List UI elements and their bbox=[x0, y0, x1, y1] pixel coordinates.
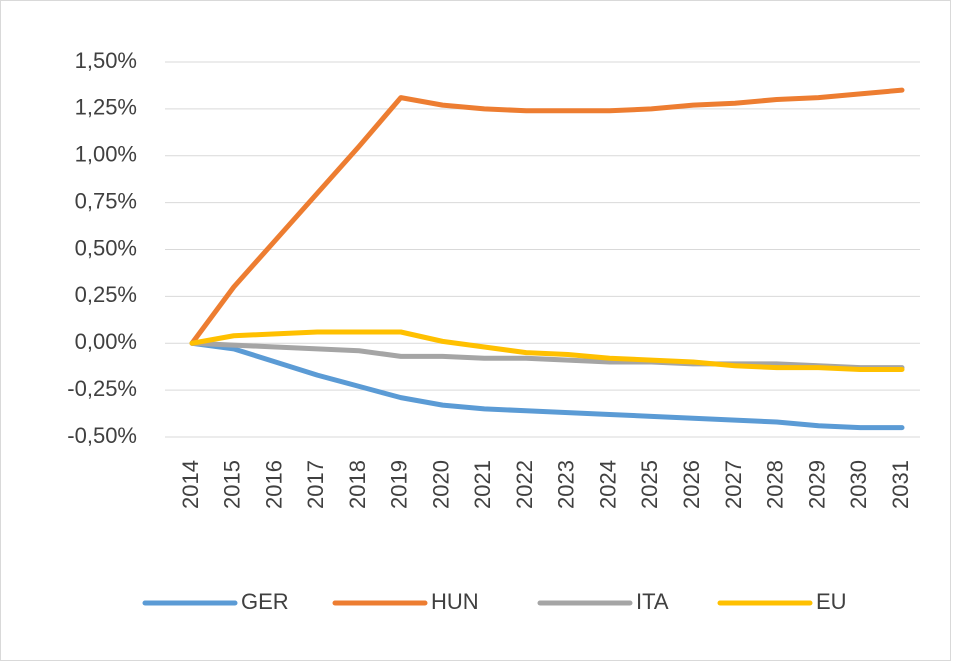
y-tick-label: -0,25% bbox=[67, 376, 137, 401]
x-tick-label: 2026 bbox=[679, 460, 704, 509]
x-tick-label: 2027 bbox=[721, 460, 746, 509]
x-tick-label: 2020 bbox=[428, 460, 453, 509]
legend-label: ITA bbox=[636, 589, 669, 614]
y-tick-label: 1,25% bbox=[75, 95, 137, 120]
y-tick-label: 1,50% bbox=[75, 48, 137, 73]
legend-label: HUN bbox=[431, 589, 479, 614]
line-series bbox=[189, 329, 905, 372]
y-tick-label: 0,50% bbox=[75, 235, 137, 260]
x-tick-label: 2025 bbox=[637, 460, 662, 509]
x-tick-label: 2022 bbox=[512, 460, 537, 509]
x-tick-label: 2023 bbox=[554, 460, 579, 509]
x-tick-label: 2024 bbox=[595, 460, 620, 509]
legend-label: EU bbox=[816, 589, 847, 614]
x-tick-label: 2028 bbox=[763, 460, 788, 509]
x-tick-label: 2018 bbox=[345, 460, 370, 509]
y-tick-label: 0,25% bbox=[75, 282, 137, 307]
line-series bbox=[189, 340, 905, 431]
y-tick-label: -0,50% bbox=[67, 423, 137, 448]
line-series bbox=[189, 87, 905, 346]
x-tick-label: 2014 bbox=[178, 460, 203, 509]
x-tick-label: 2017 bbox=[303, 460, 328, 509]
x-tick-label: 2015 bbox=[220, 460, 245, 509]
x-tick-label: 2021 bbox=[470, 460, 495, 509]
legend-label: GER bbox=[241, 589, 289, 614]
y-tick-label: 1,00% bbox=[75, 142, 137, 167]
x-tick-label: 2030 bbox=[846, 460, 871, 509]
x-tick-label: 2029 bbox=[804, 460, 829, 509]
y-tick-label: 0,75% bbox=[75, 188, 137, 213]
x-tick-label: 2016 bbox=[261, 460, 286, 509]
x-tick-label: 2031 bbox=[888, 460, 913, 509]
y-tick-label: 0,00% bbox=[75, 329, 137, 354]
line-series bbox=[189, 340, 905, 371]
x-tick-label: 2019 bbox=[387, 460, 412, 509]
